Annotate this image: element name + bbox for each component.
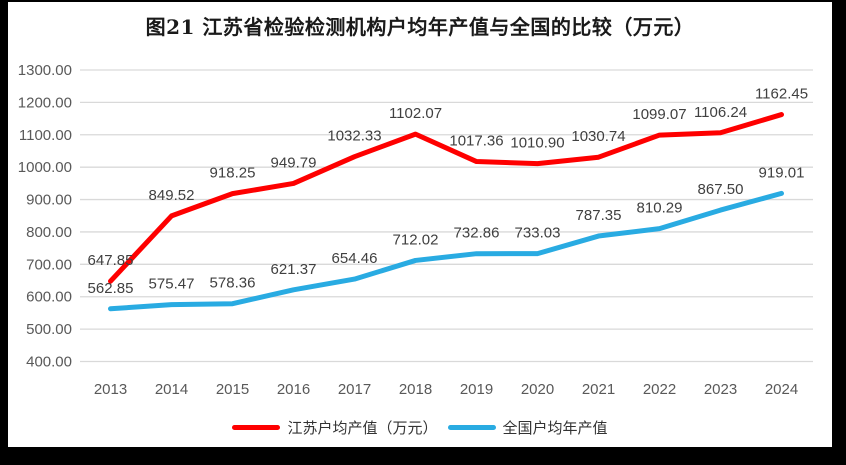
x-tick-label: 2022 bbox=[643, 381, 676, 398]
legend-line-swatch-national bbox=[447, 425, 496, 430]
y-tick-label: 500.00 bbox=[26, 321, 72, 338]
data-label-series-0: 1032.33 bbox=[327, 128, 381, 145]
y-tick-label: 1000.00 bbox=[18, 159, 72, 176]
data-label-series-1: 562.85 bbox=[88, 280, 134, 297]
x-tick-label: 2018 bbox=[399, 381, 432, 398]
data-label-series-1: 575.47 bbox=[149, 276, 195, 293]
series-line-0 bbox=[108, 112, 784, 284]
data-label-series-0: 1106.24 bbox=[694, 104, 747, 121]
y-tick-label: 700.00 bbox=[26, 256, 72, 273]
x-tick-label: 2014 bbox=[155, 381, 188, 398]
legend-item-jiangsu: 江苏户均产值（万元） bbox=[232, 417, 438, 438]
y-tick-label: 900.00 bbox=[26, 192, 72, 209]
x-tick-label: 2016 bbox=[277, 381, 310, 398]
data-label-series-0: 1162.45 bbox=[755, 86, 808, 103]
chart-title: 图21 江苏省检验检测机构户均年产值与全国的比较（万元） bbox=[145, 15, 695, 39]
series-lines bbox=[108, 112, 784, 312]
x-tick-label: 2019 bbox=[460, 381, 493, 398]
x-tick-label: 2013 bbox=[94, 381, 127, 398]
data-label-series-0: 1102.07 bbox=[389, 105, 442, 122]
x-tick-label: 2015 bbox=[216, 381, 249, 398]
data-label-series-1: 810.29 bbox=[637, 200, 683, 217]
legend-item-national: 全国户均年产值 bbox=[447, 417, 608, 438]
y-tick-label: 800.00 bbox=[26, 224, 72, 241]
series-line-1 bbox=[108, 190, 784, 312]
data-label-series-1: 621.37 bbox=[271, 261, 317, 278]
data-label-series-0: 1017.36 bbox=[449, 133, 503, 150]
data-label-series-1: 654.46 bbox=[332, 250, 378, 267]
x-tick-label: 2021 bbox=[582, 381, 615, 398]
legend-label-national: 全国户均年产值 bbox=[502, 420, 608, 437]
y-tick-label: 1300.00 bbox=[18, 62, 72, 79]
data-label-series-0: 1030.74 bbox=[571, 128, 625, 145]
data-label-series-0: 949.79 bbox=[271, 154, 317, 171]
data-label-series-0: 1099.07 bbox=[632, 106, 686, 123]
legend-label-jiangsu: 江苏户均产值（万元） bbox=[287, 420, 438, 437]
y-axis-tick-labels: 400.00 500.00 600.00 700.00 800.00 900.00 1000… bbox=[18, 62, 72, 371]
data-label-series-1: 732.86 bbox=[454, 225, 500, 242]
data-label-series-1: 787.35 bbox=[576, 207, 622, 224]
y-tick-label: 1200.00 bbox=[18, 94, 72, 111]
gridlines bbox=[80, 69, 813, 363]
line-chart: 400.00 500.00 600.00 700.00 800.00 900.00 1000… bbox=[18, 62, 813, 398]
x-tick-label: 2017 bbox=[338, 381, 371, 398]
data-label-series-1: 867.50 bbox=[698, 181, 744, 198]
data-label-series-0: 918.25 bbox=[210, 165, 256, 182]
data-label-series-1: 919.01 bbox=[759, 164, 805, 181]
data-label-series-1: 712.02 bbox=[393, 231, 439, 248]
data-label-series-1: 578.36 bbox=[210, 275, 256, 292]
x-tick-label: 2023 bbox=[704, 381, 737, 398]
x-axis-tick-labels: 2013 2014 2015 2016 2017 2018 2019 2020 2021 2022… bbox=[94, 381, 798, 398]
data-label-series-0: 1010.90 bbox=[510, 135, 564, 152]
data-labels: 647.85 849.52 918.25 949.79 1032.33 1102.07 10… bbox=[88, 86, 809, 297]
chart-canvas: 图21 江苏省检验检测机构户均年产值与全国的比较（万元） 400.00 500.0… bbox=[8, 2, 832, 447]
chart-legend: 江苏户均产值（万元） 全国户均年产值 bbox=[8, 417, 832, 438]
data-label-series-0: 849.52 bbox=[149, 187, 195, 204]
x-tick-label: 2020 bbox=[521, 381, 554, 398]
y-tick-label: 1100.00 bbox=[19, 127, 72, 144]
data-label-series-1: 733.03 bbox=[515, 225, 561, 242]
legend-line-swatch-jiangsu bbox=[232, 425, 281, 430]
y-tick-label: 600.00 bbox=[26, 289, 72, 306]
x-tick-label: 2024 bbox=[765, 381, 798, 398]
data-label-series-0: 647.85 bbox=[88, 252, 134, 269]
y-tick-label: 400.00 bbox=[26, 354, 72, 371]
